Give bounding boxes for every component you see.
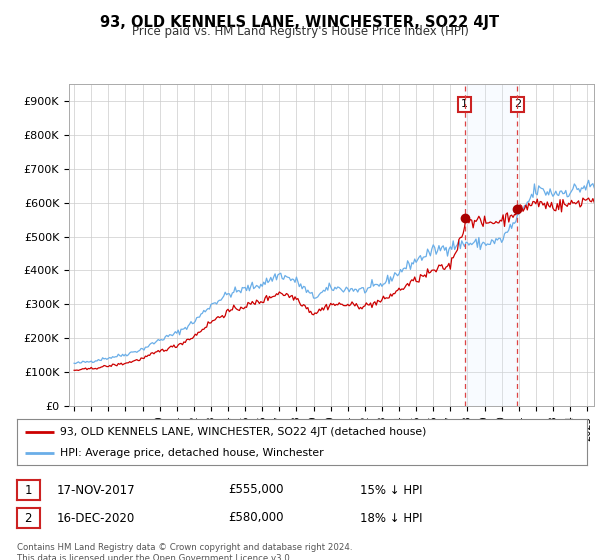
Text: 15% ↓ HPI: 15% ↓ HPI: [360, 483, 422, 497]
Bar: [464, 84, 517, 406]
Text: 17-NOV-2017: 17-NOV-2017: [57, 483, 136, 497]
Text: £555,000: £555,000: [228, 483, 284, 497]
Text: 1: 1: [461, 99, 468, 109]
Text: 2: 2: [25, 511, 32, 525]
Text: 93, OLD KENNELS LANE, WINCHESTER, SO22 4JT: 93, OLD KENNELS LANE, WINCHESTER, SO22 4…: [100, 15, 500, 30]
Text: Price paid vs. HM Land Registry's House Price Index (HPI): Price paid vs. HM Land Registry's House …: [131, 25, 469, 38]
Text: HPI: Average price, detached house, Winchester: HPI: Average price, detached house, Winc…: [59, 448, 323, 458]
Text: 93, OLD KENNELS LANE, WINCHESTER, SO22 4JT (detached house): 93, OLD KENNELS LANE, WINCHESTER, SO22 4…: [59, 427, 426, 437]
Text: Contains HM Land Registry data © Crown copyright and database right 2024.
This d: Contains HM Land Registry data © Crown c…: [17, 543, 352, 560]
Text: 16-DEC-2020: 16-DEC-2020: [57, 511, 135, 525]
Text: 18% ↓ HPI: 18% ↓ HPI: [360, 511, 422, 525]
Text: 1: 1: [25, 483, 32, 497]
Text: 2: 2: [514, 99, 521, 109]
Text: £580,000: £580,000: [228, 511, 284, 525]
